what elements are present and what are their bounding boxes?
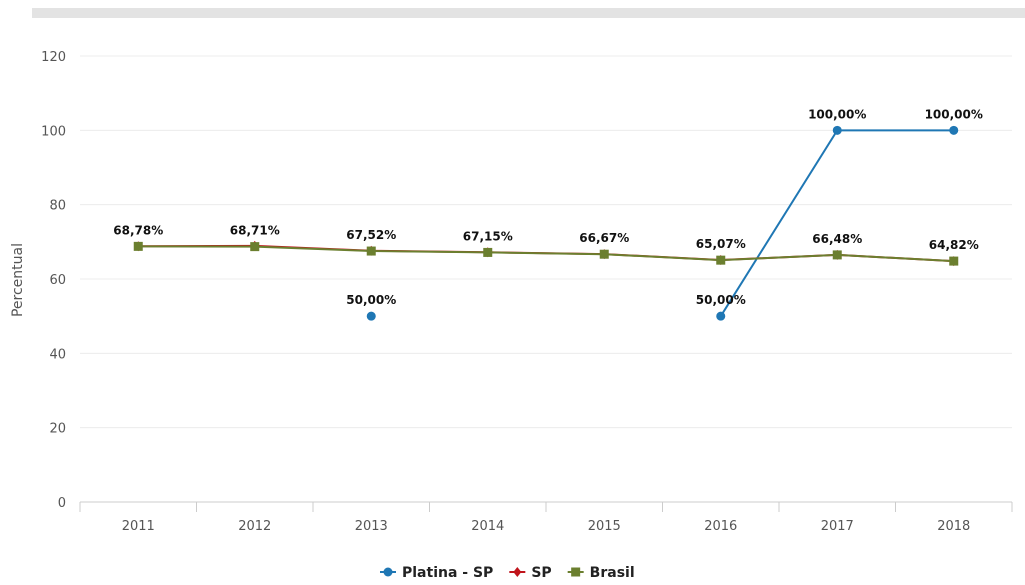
y-axis-label: Percentual — [10, 243, 26, 317]
legend-item[interactable]: Brasil — [567, 565, 635, 581]
grid-lines — [80, 55, 1012, 503]
legend[interactable]: Platina - SP SP Brasil — [380, 565, 635, 581]
data-point[interactable] — [133, 241, 143, 251]
y-axis: 0 20 40 60 80 100 120 — [41, 50, 66, 511]
data-label: 50,00% — [696, 293, 746, 307]
legend-item[interactable]: SP — [509, 565, 552, 581]
data-point[interactable] — [483, 247, 493, 257]
series-line — [138, 245, 954, 263]
y-tick-label: 100 — [41, 124, 66, 139]
series-group — [133, 125, 959, 321]
data-label: 100,00% — [925, 107, 983, 121]
legend-marker[interactable] — [571, 567, 581, 577]
data-label: 67,52% — [346, 228, 396, 242]
data-point[interactable] — [366, 311, 376, 321]
y-tick-label: 120 — [41, 50, 66, 65]
legend-label: Platina - SP — [402, 565, 493, 581]
x-tick-label: 2016 — [704, 519, 737, 534]
data-point[interactable] — [832, 250, 842, 260]
data-label: 67,15% — [463, 229, 513, 243]
data-label: 68,78% — [113, 223, 163, 237]
series-platina-sp — [366, 125, 959, 321]
y-tick-label: 60 — [49, 273, 66, 288]
x-tick-label: 2014 — [471, 519, 504, 534]
data-point[interactable] — [949, 256, 959, 266]
legend-item[interactable]: Platina - SP — [380, 565, 493, 581]
data-point[interactable] — [599, 249, 609, 259]
legend-marker[interactable] — [383, 567, 393, 577]
data-label: 50,00% — [346, 293, 396, 307]
x-tick-label: 2017 — [821, 519, 854, 534]
x-axis: 2011 2012 2013 2014 2015 2016 2017 2018 — [79, 502, 1013, 534]
legend-label: SP — [531, 565, 551, 581]
y-tick-label: 0 — [58, 496, 66, 511]
series-brasil — [133, 241, 959, 266]
data-point[interactable] — [832, 125, 842, 135]
series-line — [719, 129, 954, 317]
y-tick-label: 40 — [49, 347, 66, 362]
data-point[interactable] — [949, 125, 959, 135]
data-label: 65,07% — [696, 237, 746, 251]
x-tick-label: 2011 — [122, 519, 155, 534]
x-tick-label: 2013 — [355, 519, 388, 534]
data-point[interactable] — [250, 242, 260, 252]
data-label: 64,82% — [929, 238, 979, 252]
x-tick-label: 2012 — [238, 519, 271, 534]
data-label: 66,67% — [579, 231, 629, 245]
data-labels: 50,00% 50,00% 100,00% 100,00% 68,78% 68,71% 67… — [113, 107, 983, 307]
data-label: 68,71% — [230, 224, 280, 238]
legend-marker[interactable] — [513, 567, 522, 577]
header-bar — [32, 8, 1025, 18]
x-tick-label: 2015 — [588, 519, 621, 534]
legend-label: Brasil — [590, 565, 635, 581]
data-point[interactable] — [716, 311, 726, 321]
data-point[interactable] — [366, 246, 376, 256]
y-tick-label: 20 — [49, 422, 66, 437]
y-tick-label: 80 — [49, 199, 66, 214]
data-label: 66,48% — [812, 232, 862, 246]
data-point[interactable] — [716, 255, 726, 265]
data-label: 100,00% — [808, 107, 866, 121]
x-tick-label: 2018 — [937, 519, 970, 534]
